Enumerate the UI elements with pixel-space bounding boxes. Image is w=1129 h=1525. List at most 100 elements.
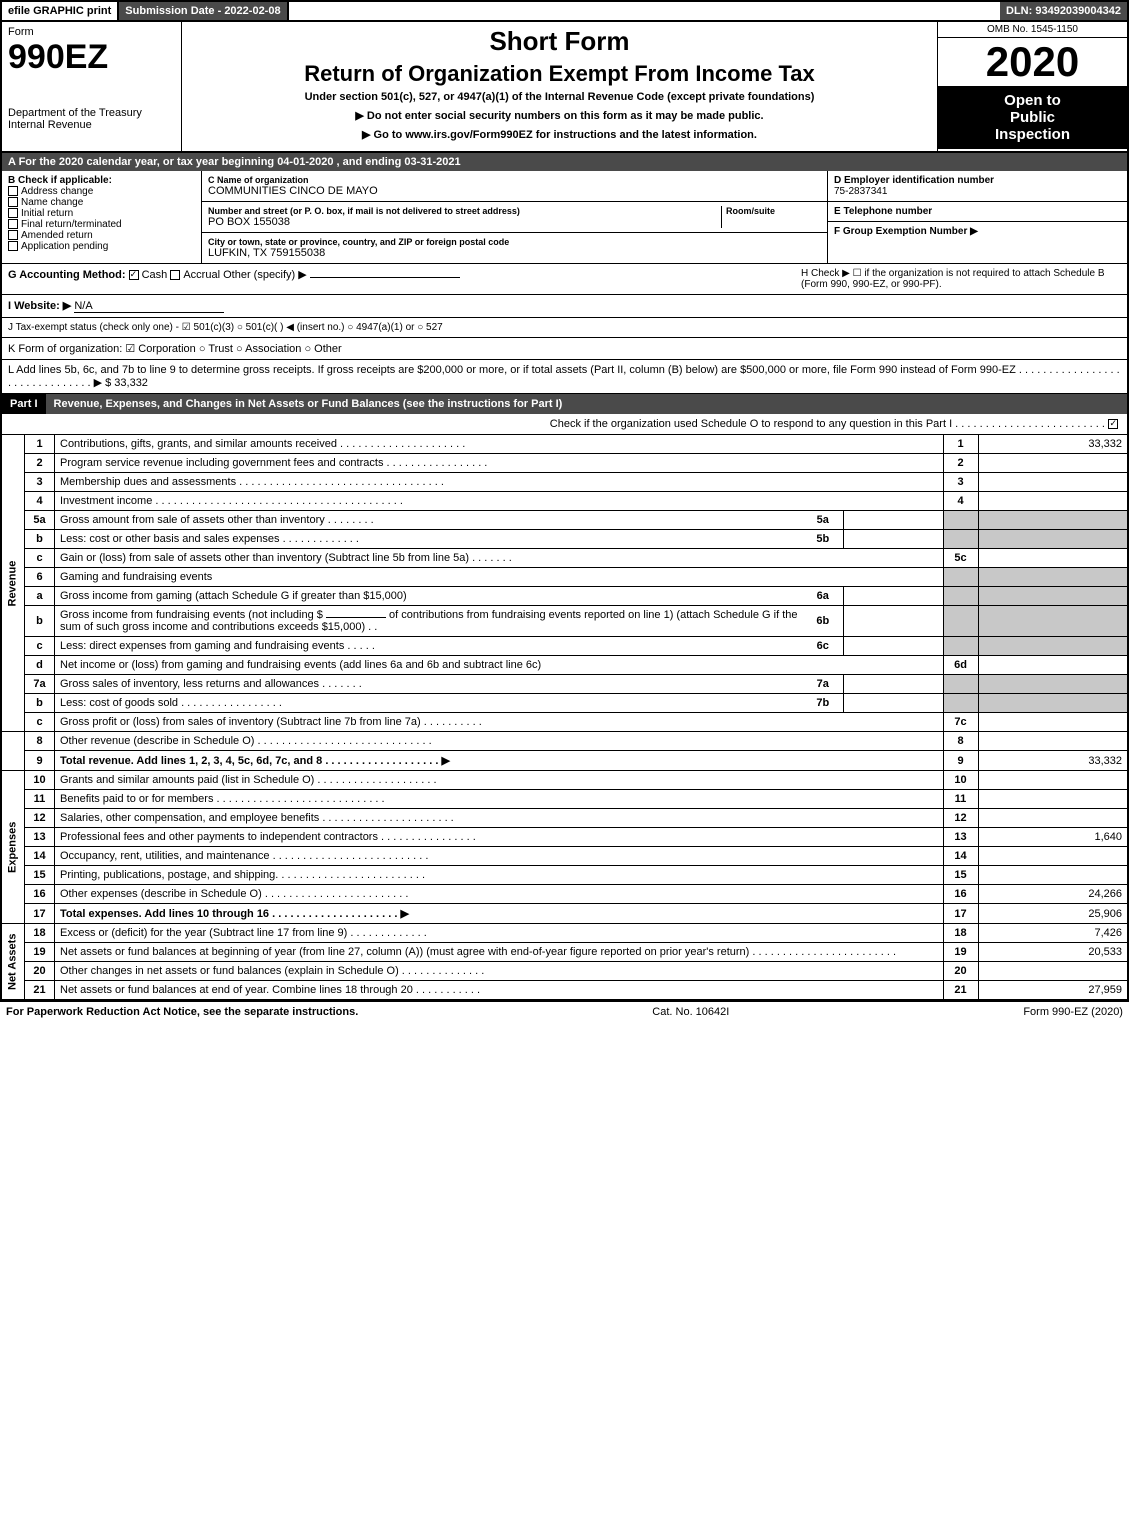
line-rno: 6d — [943, 656, 978, 675]
line-text: Net assets or fund balances at end of ye… — [55, 981, 944, 1000]
footer-left: For Paperwork Reduction Act Notice, see … — [6, 1006, 358, 1018]
line-text: Less: cost of goods sold . . . . . . . .… — [55, 694, 804, 713]
section-a-tax-year: A For the 2020 calendar year, or tax yea… — [0, 153, 1129, 171]
line-rno: 2 — [943, 454, 978, 473]
line-value — [978, 732, 1128, 751]
line-no: 2 — [25, 454, 55, 473]
line-text: Other changes in net assets or fund bala… — [55, 962, 944, 981]
entity-info: B Check if applicable: Address change Na… — [0, 171, 1129, 264]
form-label: Form — [8, 26, 175, 38]
line-rno: 19 — [943, 943, 978, 962]
grey-cell — [943, 606, 978, 637]
line-value — [978, 492, 1128, 511]
page-footer: For Paperwork Reduction Act Notice, see … — [0, 1000, 1129, 1022]
grey-cell — [978, 694, 1128, 713]
line-no: 14 — [25, 847, 55, 866]
sub-no: 6c — [803, 637, 843, 656]
check-schedule-o[interactable] — [1108, 419, 1118, 429]
org-address: PO BOX 155038 — [208, 216, 721, 228]
line-no: 6 — [25, 568, 55, 587]
line-text: Excess or (deficit) for the year (Subtra… — [55, 924, 944, 943]
line-no: 10 — [25, 771, 55, 790]
line-text: Total expenses. Add lines 10 through 16 … — [55, 904, 944, 924]
line-no: 1 — [25, 435, 55, 454]
website-value: N/A — [74, 300, 224, 313]
part-1-check-line: Check if the organization used Schedule … — [0, 414, 1129, 435]
grey-cell — [943, 568, 978, 587]
check-amended-return[interactable] — [8, 230, 18, 240]
contrib-amount-input[interactable] — [326, 617, 386, 618]
line-no: 13 — [25, 828, 55, 847]
check-accrual[interactable] — [170, 270, 180, 280]
other-specify-input[interactable] — [310, 277, 460, 278]
line-value — [978, 549, 1128, 568]
line-value: 33,332 — [978, 435, 1128, 454]
grey-cell — [978, 587, 1128, 606]
line-text: Other expenses (describe in Schedule O) … — [55, 885, 944, 904]
part-1-label: Part I — [2, 394, 46, 414]
check-label: Application pending — [21, 241, 108, 252]
open-line3: Inspection — [942, 126, 1123, 143]
ein-label: D Employer identification number — [834, 175, 1121, 186]
check-application-pending[interactable] — [8, 241, 18, 251]
part-1-title: Revenue, Expenses, and Changes in Net As… — [46, 394, 1127, 414]
line-no: 8 — [25, 732, 55, 751]
footer-form-ref: Form 990-EZ (2020) — [1023, 1006, 1123, 1018]
check-address-change[interactable] — [8, 186, 18, 196]
sub-no: 7b — [803, 694, 843, 713]
line-text: Less: direct expenses from gaming and fu… — [55, 637, 804, 656]
accrual-label: Accrual — [183, 269, 220, 281]
row-h-text: H Check ▶ ☐ if the organization is not r… — [801, 268, 1121, 290]
city-label: City or town, state or province, country… — [208, 237, 821, 247]
line-value: 33,332 — [978, 751, 1128, 771]
group-exemption-label: F Group Exemption Number ▶ — [834, 226, 1121, 237]
line-no: 19 — [25, 943, 55, 962]
line-text: Benefits paid to or for members . . . . … — [55, 790, 944, 809]
line-no: 5a — [25, 511, 55, 530]
grey-cell — [978, 511, 1128, 530]
line-text: Gross income from gaming (attach Schedul… — [55, 587, 804, 606]
line-value: 20,533 — [978, 943, 1128, 962]
line-value: 1,640 — [978, 828, 1128, 847]
check-label: Final return/terminated — [21, 219, 122, 230]
line-rno: 5c — [943, 549, 978, 568]
under-section-text: Under section 501(c), 527, or 4947(a)(1)… — [188, 91, 931, 103]
line-no: 7a — [25, 675, 55, 694]
line-no: b — [25, 694, 55, 713]
efile-print-label[interactable]: efile GRAPHIC print — [2, 2, 119, 20]
line-rno: 18 — [943, 924, 978, 943]
accounting-method-label: G Accounting Method: — [8, 269, 126, 281]
top-bar: efile GRAPHIC print Submission Date - 20… — [0, 0, 1129, 22]
check-name-change[interactable] — [8, 197, 18, 207]
goto-link[interactable]: ▶ Go to www.irs.gov/Form990EZ for instru… — [188, 128, 931, 141]
line-no: b — [25, 530, 55, 549]
check-label: Address change — [21, 186, 93, 197]
sub-value — [843, 694, 943, 713]
line-no: b — [25, 606, 55, 637]
line-text: Gain or (loss) from sale of assets other… — [55, 549, 944, 568]
line-rno: 4 — [943, 492, 978, 511]
box-d-right: D Employer identification number 75-2837… — [827, 171, 1127, 263]
line-rno: 11 — [943, 790, 978, 809]
line-value — [978, 809, 1128, 828]
line-no: c — [25, 713, 55, 732]
line-rno: 3 — [943, 473, 978, 492]
sub-value — [843, 606, 943, 637]
check-label: Initial return — [21, 208, 73, 219]
check-final-return[interactable] — [8, 219, 18, 229]
grey-cell — [978, 675, 1128, 694]
revenue-section-label: Revenue — [1, 435, 25, 732]
line-rno: 17 — [943, 904, 978, 924]
form-header: Form 990EZ Department of the Treasury In… — [0, 22, 1129, 153]
line-no: 18 — [25, 924, 55, 943]
check-cash[interactable] — [129, 270, 139, 280]
grey-cell — [943, 511, 978, 530]
sub-value — [843, 511, 943, 530]
grey-cell — [943, 675, 978, 694]
line-text: Gross income from fundraising events (no… — [55, 606, 804, 637]
form-number: 990EZ — [8, 38, 175, 77]
check-initial-return[interactable] — [8, 208, 18, 218]
line-no: 4 — [25, 492, 55, 511]
revenue-section-label-cont — [1, 732, 25, 771]
open-line1: Open to — [942, 92, 1123, 109]
